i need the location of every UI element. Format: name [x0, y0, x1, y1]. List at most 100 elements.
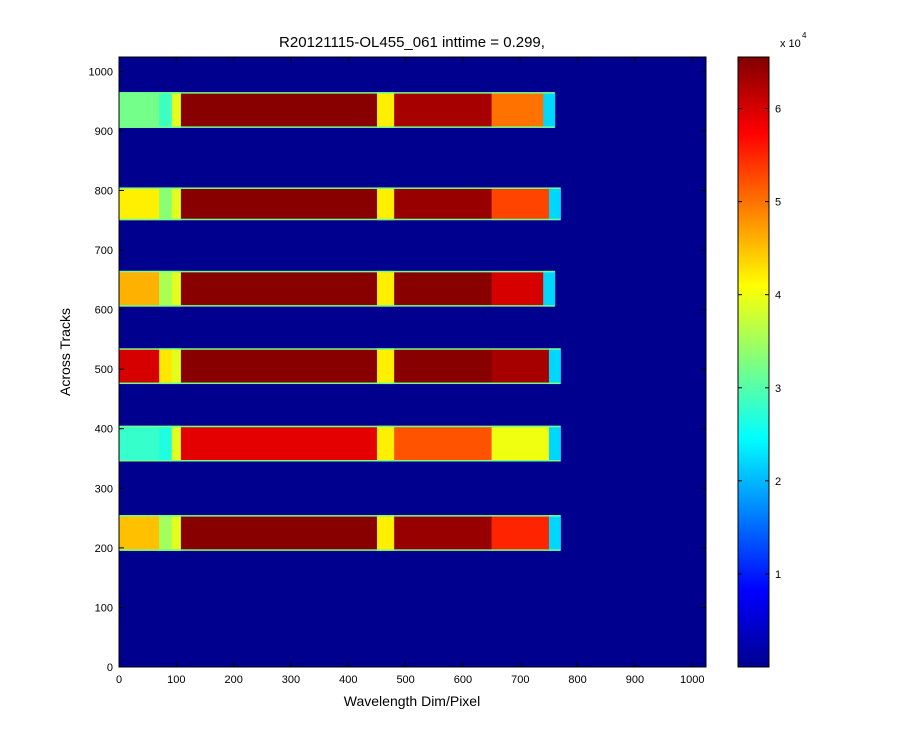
track-3-segment-right-end: [491, 348, 550, 385]
y-tick-label: 900: [95, 126, 113, 138]
track-1-segment-edge-b: [548, 515, 561, 551]
x-tick-label: 900: [626, 674, 644, 686]
x-tick-label: 600: [454, 674, 472, 686]
chart-title: R20121115-OL455_061 inttime = 0.299,: [279, 34, 545, 51]
heatmap-tracks: [119, 92, 561, 551]
track-4-segment-right: [394, 270, 493, 307]
track-3-segment-left-gap: [159, 348, 173, 385]
track-5-segment-right: [394, 187, 493, 221]
track-3-segment-main: [180, 348, 378, 385]
track-1-segment-right-end: [491, 515, 550, 551]
track-5-segment-left-gap: [159, 187, 173, 221]
track-4-segment-left: [119, 270, 160, 307]
colorbar-tick-label: 4: [775, 290, 781, 302]
x-axis: 0 100 200 300 400 500 600 700 800 900 1000: [116, 57, 704, 686]
x-tick-label: 300: [282, 674, 300, 686]
track-3-segment-notch: [376, 348, 395, 385]
y-axis-label: Across Tracks: [57, 308, 73, 396]
x-tick-label: 200: [224, 674, 242, 686]
colorbar-tick-label: 3: [775, 383, 781, 395]
track-5-segment-right-end: [491, 187, 550, 221]
x-axis-label: Wavelength Dim/Pixel: [344, 693, 480, 709]
y-tick-label: 100: [95, 602, 113, 614]
y-tick-label: 200: [95, 543, 113, 555]
track-4: [119, 270, 556, 307]
track-6-segment-left: [119, 92, 160, 128]
track-4-top-edge: [119, 270, 555, 273]
track-4-segment-left-gap: [159, 270, 173, 307]
track-3-top-edge: [119, 348, 561, 350]
track-1: [119, 515, 561, 551]
track-3-segment-edge-a: [171, 348, 182, 385]
track-1-segment-left-gap: [159, 515, 173, 551]
track-5-segment-left: [119, 187, 160, 221]
colorbar-tick-label: 6: [775, 104, 781, 116]
track-5-segment-notch: [376, 187, 395, 221]
track-5-segment-edge-a: [171, 187, 182, 221]
track-4-bottom-edge: [119, 305, 555, 307]
track-5-segment-edge-b: [548, 187, 561, 221]
x-tick-label: 700: [511, 674, 529, 686]
y-tick-label: 500: [95, 364, 113, 376]
colorbar-tick-label: 1: [775, 569, 781, 581]
track-5-bottom-edge: [119, 218, 561, 221]
y-tick-label: 300: [95, 483, 113, 495]
track-6-segment-right-end: [491, 92, 544, 128]
track-2: [119, 425, 561, 462]
track-6-segment-right: [394, 92, 493, 128]
track-2-segment-right: [394, 425, 493, 462]
track-1-segment-edge-a: [171, 515, 182, 551]
track-5-segment-main: [180, 187, 378, 221]
colorbar-multiplier: x 10: [780, 38, 801, 50]
colorbar: [737, 56, 770, 668]
track-6-bottom-edge: [119, 126, 555, 128]
track-2-segment-notch: [376, 425, 395, 462]
y-tick-label: 700: [95, 245, 113, 257]
track-2-segment-right-end: [491, 425, 550, 462]
track-3-bottom-edge: [119, 382, 561, 385]
x-tick-label: 1000: [680, 674, 704, 686]
x-tick-label: 800: [568, 674, 586, 686]
y-tick-label: 400: [95, 424, 113, 436]
track-1-segment-right: [394, 515, 493, 551]
y-tick-label: 1000: [89, 66, 113, 78]
track-2-segment-edge-a: [171, 425, 182, 462]
colorbar-tick-label: 2: [775, 476, 781, 488]
x-tick-label: 400: [339, 674, 357, 686]
track-1-segment-main: [180, 515, 378, 551]
track-3-segment-left: [119, 348, 160, 385]
track-6-segment-edge-a: [171, 92, 182, 128]
track-4-segment-edge-b: [543, 270, 556, 307]
track-3-segment-edge-b: [548, 348, 561, 385]
track-2-segment-left-gap: [159, 425, 173, 462]
x-tick-label: 100: [167, 674, 185, 686]
track-2-top-edge: [119, 425, 561, 428]
track-1-top-edge: [119, 515, 561, 517]
x-tick-label: 500: [396, 674, 414, 686]
colorbar-ticks: 1 2 3 4 5 6: [738, 104, 781, 581]
y-tick-label: 0: [107, 662, 113, 674]
track-3: [119, 348, 561, 385]
y-tick-label: 600: [95, 305, 113, 317]
y-tick-label: 800: [95, 185, 113, 197]
track-6-top-edge: [119, 92, 555, 94]
track-6-segment-notch: [376, 92, 395, 128]
track-4-segment-right-end: [491, 270, 544, 307]
track-1-segment-notch: [376, 515, 395, 551]
track-4-segment-edge-a: [171, 270, 182, 307]
track-3-segment-right: [394, 348, 493, 385]
colorbar-tick-label: 5: [775, 197, 781, 209]
track-6-segment-edge-b: [543, 92, 556, 128]
track-1-segment-left: [119, 515, 160, 551]
track-4-segment-notch: [376, 270, 395, 307]
track-1-bottom-edge: [119, 549, 561, 551]
x-tick-label: 0: [116, 674, 122, 686]
track-6-segment-main: [180, 92, 378, 128]
track-5: [119, 187, 561, 221]
track-6-segment-left-gap: [159, 92, 173, 128]
track-2-segment-main: [180, 425, 378, 462]
track-4-segment-main: [180, 270, 378, 307]
track-2-bottom-edge: [119, 459, 561, 462]
y-axis: 0 100 200 300 400 500 600 700 800 900 1000: [89, 66, 706, 674]
